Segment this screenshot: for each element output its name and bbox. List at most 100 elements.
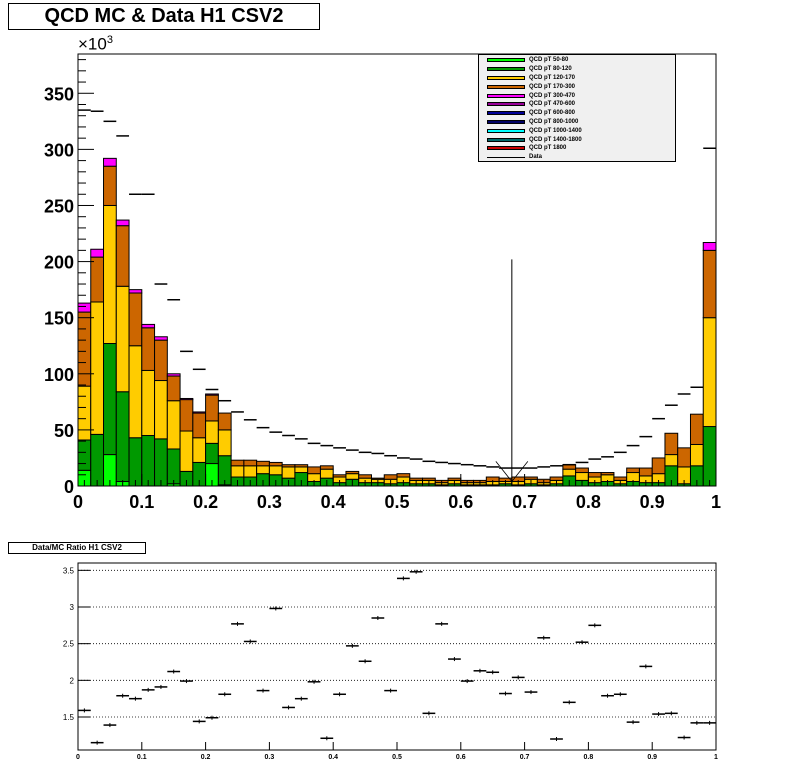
stack-bar xyxy=(205,442,219,465)
stack-bar xyxy=(345,470,360,475)
stack-bar xyxy=(205,420,219,444)
legend-label: QCD pT 50-80 xyxy=(529,57,569,64)
stack-bar xyxy=(587,472,602,478)
stack-bar xyxy=(154,380,168,440)
stack-bar xyxy=(281,464,296,468)
y-tick-label: 100 xyxy=(44,365,74,385)
stack-bar xyxy=(90,301,105,435)
stack-bar xyxy=(664,454,679,467)
ratio-y-tick-label: 1.5 xyxy=(63,713,75,722)
stack-bar xyxy=(166,448,181,485)
stack-bar xyxy=(128,289,143,294)
stack-bar xyxy=(396,473,411,478)
legend-swatch xyxy=(487,58,525,63)
stack-bar xyxy=(115,219,130,227)
legend-label: QCD pT 470-600 xyxy=(529,101,576,108)
stack-bar xyxy=(77,311,92,387)
ratio-x-tick-label: 0.7 xyxy=(520,754,530,761)
stack-bar xyxy=(702,249,717,319)
legend-entry: QCD pT 300-470 xyxy=(479,91,675,100)
stack-bar xyxy=(103,165,117,206)
legend-label: QCD pT 1000-1400 xyxy=(529,127,582,134)
ratio-x-tick-label: 0.3 xyxy=(265,754,275,761)
stack-bar xyxy=(689,413,704,445)
x-tick-label: 0.6 xyxy=(448,492,473,512)
legend-label: QCD pT 170-300 xyxy=(529,83,576,90)
ratio-x-tick-label: 0.9 xyxy=(647,754,657,761)
stack-bar xyxy=(702,242,717,251)
stack-bar xyxy=(319,468,334,479)
legend-entry: QCD pT 600-800 xyxy=(479,109,675,118)
stack-bar xyxy=(103,204,117,344)
stack-bar xyxy=(562,468,577,477)
x-tick-label: 0.8 xyxy=(576,492,601,512)
stack-bar xyxy=(256,465,270,475)
stack-bar xyxy=(358,474,372,479)
stack-bar xyxy=(128,437,143,487)
stack-bar xyxy=(115,391,130,483)
y-tick-label: 200 xyxy=(44,253,74,273)
stack-bar xyxy=(702,317,717,428)
ratio-x-tick-label: 1 xyxy=(714,754,718,761)
ratio-x-tick-label: 0.8 xyxy=(584,754,594,761)
stack-bar xyxy=(702,426,717,487)
legend-label: QCD pT 120-170 xyxy=(529,74,576,81)
y-multiplier-power: 3 xyxy=(106,34,113,46)
stack-bar xyxy=(77,385,92,441)
stack-bar xyxy=(141,327,156,371)
stack-bar xyxy=(268,461,283,467)
legend-swatch xyxy=(487,137,525,142)
stack-bar xyxy=(268,465,283,476)
stack-bar xyxy=(141,323,156,329)
y-tick-label: 350 xyxy=(44,84,74,104)
y-tick-label: 300 xyxy=(44,140,74,160)
stack-bar xyxy=(281,466,296,479)
stack-bar xyxy=(345,473,360,480)
stack-bar xyxy=(524,476,538,480)
legend-label: QCD pT 300-470 xyxy=(529,92,576,99)
stack-bar xyxy=(154,336,168,341)
stack-bar xyxy=(638,467,653,477)
stack-bar xyxy=(256,460,270,467)
stack-bar xyxy=(383,474,398,480)
ratio-x-tick-label: 0.5 xyxy=(392,754,402,761)
stack-bar xyxy=(166,373,181,377)
stack-bar xyxy=(217,429,232,457)
legend-label: QCD pT 1400-1800 xyxy=(529,136,582,143)
y-axis-multiplier: ×103 xyxy=(78,34,113,55)
ratio-chart-title: Data/MC Ratio H1 CSV2 xyxy=(8,542,146,554)
stack-bar xyxy=(217,412,232,431)
stack-bar xyxy=(575,467,589,474)
stack-bar xyxy=(179,430,194,472)
legend-swatch xyxy=(487,93,525,98)
legend-swatch xyxy=(487,75,525,80)
legend-entry: QCD pT 1800 xyxy=(479,144,675,153)
ratio-x-tick-label: 0.1 xyxy=(137,754,147,761)
chart-title: QCD MC & Data H1 CSV2 xyxy=(8,3,320,30)
legend-label: QCD pT 1800 xyxy=(529,145,567,152)
legend-label: QCD pT 800-1000 xyxy=(529,118,579,125)
stack-bar xyxy=(154,438,168,487)
stack-bar xyxy=(166,400,181,450)
stack-bar xyxy=(243,459,258,467)
ratio-x-tick-label: 0.6 xyxy=(456,754,466,761)
stack-bar xyxy=(332,474,347,478)
ratio-frame xyxy=(77,562,717,751)
x-tick-label: 0.7 xyxy=(512,492,537,512)
legend-label: Data xyxy=(529,154,543,161)
stack-bar xyxy=(154,339,168,382)
stack-bar xyxy=(205,393,219,396)
stack-bar xyxy=(77,302,92,313)
stack-bar xyxy=(600,472,615,476)
legend-entry: QCD pT 120-170 xyxy=(479,74,675,83)
x-tick-label: 0.1 xyxy=(129,492,154,512)
legend: QCD pT 50-80 QCD pT 80-120 QCD pT 120-170 Q… xyxy=(478,54,676,162)
stack-bar xyxy=(192,411,207,414)
legend-swatch xyxy=(487,119,525,124)
legend-entry: QCD pT 470-600 xyxy=(479,100,675,109)
stack-bar xyxy=(128,345,143,439)
x-tick-label: 0.5 xyxy=(384,492,409,512)
legend-entry: QCD pT 1000-1400 xyxy=(479,126,675,135)
legend-swatch xyxy=(487,146,525,151)
